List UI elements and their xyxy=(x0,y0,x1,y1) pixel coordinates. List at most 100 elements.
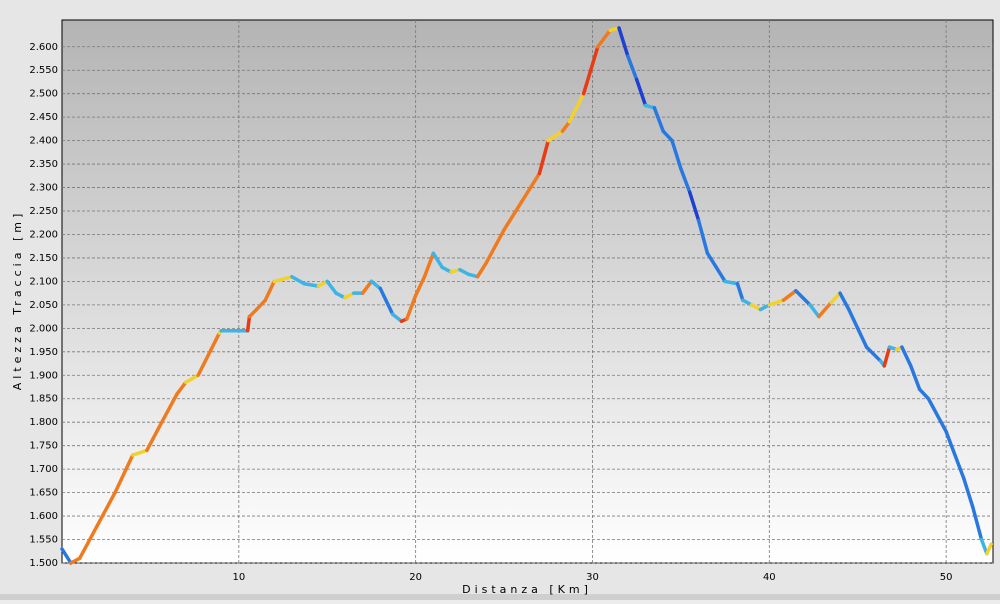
y-tick-label: 2.450 xyxy=(29,112,58,123)
y-tick-label: 1.550 xyxy=(29,535,58,546)
profile-segment xyxy=(484,228,506,265)
profile-segment xyxy=(714,265,727,284)
y-tick-label: 2.400 xyxy=(29,136,58,147)
profile-segment xyxy=(184,373,200,385)
profile-segment xyxy=(617,26,630,58)
profile-segment xyxy=(360,279,374,295)
plot-area xyxy=(61,19,994,564)
profile-segment xyxy=(325,279,338,295)
profile-segment xyxy=(909,364,922,392)
y-tick-label: 2.050 xyxy=(29,300,58,311)
y-tick-label: 1.750 xyxy=(29,441,58,452)
profile-segment xyxy=(979,537,989,556)
profile-segment xyxy=(735,282,745,302)
profile-segment xyxy=(670,138,683,171)
x-tick-label: 50 xyxy=(940,572,953,583)
profile-segment xyxy=(502,199,524,232)
x-axis-label: Distanza [Km] xyxy=(462,583,592,596)
y-tick-label: 2.500 xyxy=(29,89,58,100)
profile-segment xyxy=(390,312,404,324)
profile-segment xyxy=(422,251,436,279)
status-strip xyxy=(0,594,1000,600)
profile-segment xyxy=(581,45,600,96)
profile-segment xyxy=(634,77,648,108)
profile-segment xyxy=(546,129,565,143)
profile-segment xyxy=(696,218,710,256)
profile-segment xyxy=(95,490,117,528)
profile-segment xyxy=(626,54,639,82)
y-tick-label: 2.150 xyxy=(29,253,58,264)
profile-segment xyxy=(864,345,883,363)
profile-segment xyxy=(254,298,268,312)
profile-segment xyxy=(196,331,222,378)
y-tick-label: 1.600 xyxy=(29,511,58,522)
profile-segment xyxy=(781,289,798,302)
profile-segment xyxy=(302,282,321,288)
profile-segment xyxy=(829,291,842,305)
profile-segment xyxy=(817,300,833,319)
profile-segment xyxy=(560,120,572,133)
y-tick-label: 2.250 xyxy=(29,206,58,217)
profile-segment xyxy=(926,396,948,434)
profile-segment xyxy=(537,138,551,176)
profile-segment xyxy=(847,307,860,331)
profile-segment xyxy=(567,91,586,124)
profile-segment xyxy=(970,504,984,542)
y-tick-label: 2.550 xyxy=(29,65,58,76)
y-axis-label: Altezza Traccia [m] xyxy=(11,210,24,391)
profile-segment xyxy=(378,286,395,317)
profile-segment xyxy=(431,251,444,270)
profile-segment xyxy=(369,279,383,291)
profile-segment xyxy=(723,279,740,286)
profile-segment xyxy=(157,392,179,429)
profile-segment xyxy=(145,425,162,453)
profile-segment xyxy=(77,523,100,561)
profile-segment xyxy=(900,345,913,368)
profile-segment xyxy=(882,345,892,368)
y-tick-label: 2.200 xyxy=(29,229,58,240)
profile-segment xyxy=(263,279,276,302)
profile-segment xyxy=(944,429,966,481)
profile-segment xyxy=(113,453,135,495)
profile-segment xyxy=(272,274,294,284)
profile-segment xyxy=(679,167,692,194)
x-tick-label: 10 xyxy=(232,572,245,583)
profile-segment xyxy=(767,298,786,307)
profile-segment xyxy=(917,387,931,401)
y-tick-label: 2.350 xyxy=(29,159,58,170)
profile-segment xyxy=(130,448,149,457)
profile-segment xyxy=(413,274,427,298)
y-tick-label: 2.600 xyxy=(29,42,58,53)
profile-segment xyxy=(652,106,665,133)
profile-segment xyxy=(60,547,73,565)
profile-segment xyxy=(475,260,489,279)
profile-segment xyxy=(596,28,612,49)
x-tick-label: 30 xyxy=(586,572,599,583)
y-tick-label: 2.100 xyxy=(29,276,58,287)
y-tick-label: 1.900 xyxy=(29,370,58,381)
profile-segment xyxy=(661,129,674,143)
profile-segment xyxy=(985,542,993,556)
profile-segment xyxy=(855,326,869,349)
x-tick-label: 20 xyxy=(409,572,422,583)
profile-segment xyxy=(405,293,418,321)
grid xyxy=(62,20,993,564)
profile-segment xyxy=(705,251,719,270)
profile-segment xyxy=(962,476,975,509)
profile-segment xyxy=(808,303,821,319)
y-tick-label: 1.950 xyxy=(29,347,58,358)
profile-segment xyxy=(175,380,188,396)
y-tick-label: 1.650 xyxy=(29,488,58,499)
profile-segment xyxy=(794,289,812,307)
x-tick-label: 40 xyxy=(763,572,776,583)
y-tick-label: 1.500 xyxy=(29,558,58,569)
profile-segment xyxy=(687,190,701,223)
profile-line xyxy=(60,26,993,565)
profile-segment xyxy=(245,314,252,333)
y-tick-label: 2.300 xyxy=(29,183,58,194)
y-tick-label: 1.700 xyxy=(29,464,58,475)
y-tick-label: 2.000 xyxy=(29,323,58,334)
y-tick-label: 1.850 xyxy=(29,394,58,405)
